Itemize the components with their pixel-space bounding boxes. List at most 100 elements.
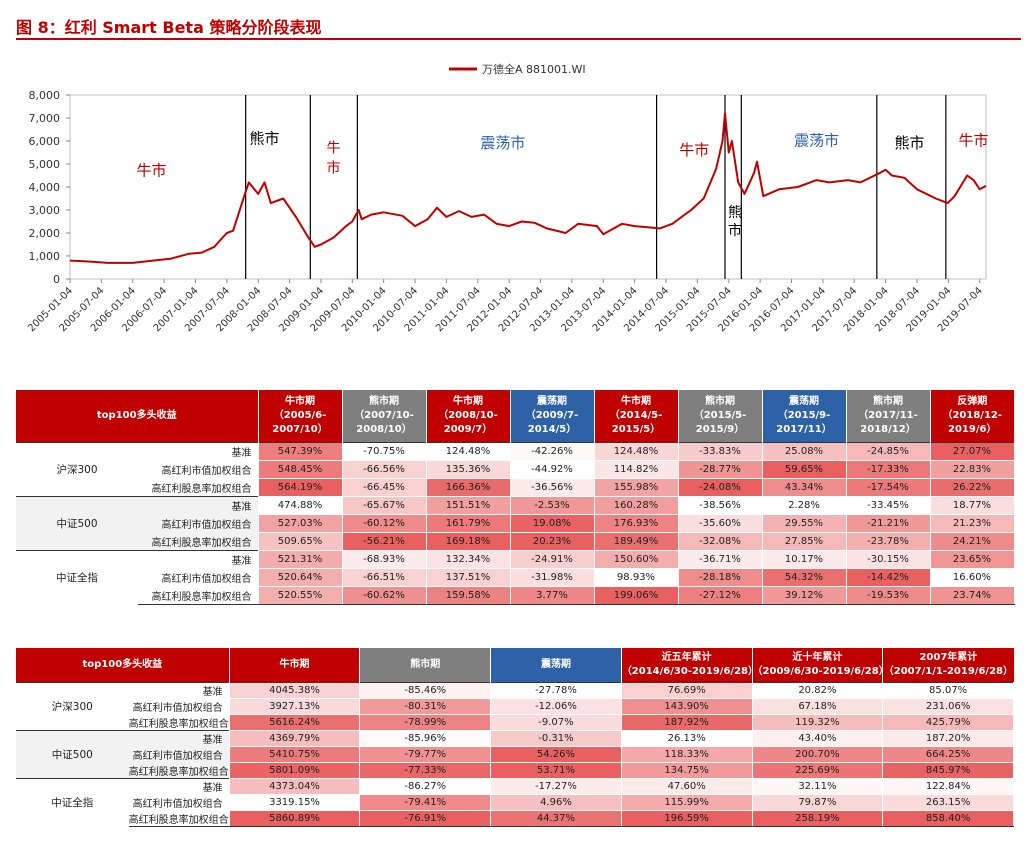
column-header-line: 熊市期	[369, 396, 399, 407]
return-cell: -60.12%	[341, 514, 427, 533]
table-row: 沪深300 基准 4045.38% -85.46% -27.78% 76.69% 20.82…	[16, 682, 1014, 731]
index-group-label: 中证全指	[16, 550, 138, 605]
return-cell: 39.12%	[761, 586, 847, 605]
return-cell: 26.22%	[929, 478, 1015, 497]
return-cell: -0.31%	[490, 730, 622, 747]
return-cell: 23.65%	[929, 550, 1015, 569]
column-header-line: 近十年累计	[792, 652, 843, 663]
regime-annotation: 震荡市	[794, 132, 839, 150]
y-tick-label: 2,000	[29, 227, 61, 240]
column-header-line: 近五年累计	[661, 652, 712, 663]
return-cell: 4369.79%	[228, 730, 361, 747]
return-cell: 32.11%	[751, 778, 884, 795]
return-cell: 19.08%	[509, 514, 595, 533]
portfolio-label: 高红利股息率加权组合	[138, 586, 258, 605]
regime-annotation: 市	[327, 160, 341, 177]
return-cell: -33.83%	[677, 442, 763, 461]
return-cell: 425.79%	[882, 714, 1014, 731]
return-cell: 132.34%	[425, 550, 511, 569]
column-header-line: 震荡期	[789, 396, 819, 407]
index-group-label: 沪深300	[16, 682, 129, 731]
return-cell: 196.59%	[620, 810, 753, 827]
return-cell: 5410.75%	[228, 746, 361, 763]
return-cell: 67.18%	[751, 698, 884, 715]
return-cell: -76.91%	[359, 810, 492, 827]
return-cell: 47.60%	[620, 778, 753, 795]
return-cell: 845.97%	[882, 762, 1014, 779]
index-group-label: 中证全指	[16, 778, 129, 827]
y-tick-label: 6,000	[29, 135, 61, 148]
regime-annotation: 牛市	[679, 141, 709, 159]
return-cell: 114.82%	[593, 460, 679, 479]
return-cell: 520.55%	[257, 586, 343, 605]
column-header: 震荡期	[490, 648, 622, 683]
return-cell: 25.08%	[761, 442, 847, 461]
return-cell: 124.48%	[425, 442, 511, 461]
portfolio-label: 高红利市值加权组合	[138, 460, 258, 479]
portfolio-label: 基准	[128, 778, 230, 795]
return-cell: -36.56%	[509, 478, 595, 497]
return-cell: 187.92%	[620, 714, 753, 731]
return-cell: 4373.04%	[228, 778, 361, 795]
return-cell: 59.65%	[761, 460, 847, 479]
return-cell: -21.21%	[845, 514, 931, 533]
portfolio-label: 高红利市值加权组合	[128, 794, 230, 811]
return-cell: 2.28%	[761, 496, 847, 515]
table-row: 高红利市值加权组合 548.45% -66.56% 135.36% -44.92% 114…	[16, 460, 1015, 479]
return-cell: -66.45%	[341, 478, 427, 497]
return-cell: -32.08%	[677, 532, 763, 551]
portfolio-label: 基准	[138, 550, 258, 569]
column-header-line: 反弹期	[957, 396, 988, 407]
index-group-label: 中证500	[16, 730, 129, 779]
column-header: 熊市期 （2017/11- 2018/12）	[845, 390, 930, 443]
return-cell: -66.51%	[341, 568, 427, 587]
regime-annotation: 牛	[327, 141, 341, 157]
return-cell: 527.03%	[257, 514, 343, 533]
return-cell: 122.84%	[882, 778, 1014, 795]
column-header-line: （2015/9-	[777, 410, 831, 421]
index-group-label: 中证500	[16, 496, 138, 551]
column-header-line: 2015/5）	[611, 424, 661, 435]
y-tick-label: 7,000	[29, 112, 61, 125]
return-cell: 3.77%	[509, 586, 595, 605]
table-corner-label: top100多头收益	[16, 390, 258, 443]
return-cell: -28.77%	[677, 460, 763, 479]
return-cell: 124.48%	[593, 442, 679, 461]
return-cell: 3927.13%	[228, 698, 361, 715]
table-row: 高红利市值加权组合 3927.13% -80.31% -12.06% 143.90% 67…	[16, 698, 1014, 715]
portfolio-label: 高红利股息率加权组合	[128, 714, 230, 731]
title-rule	[16, 38, 1021, 40]
column-header-line: （2007/1/1-2019/6/28）	[883, 666, 1013, 677]
return-cell: -17.27%	[490, 778, 622, 795]
return-cell: -85.96%	[359, 730, 492, 747]
return-cell: 151.51%	[425, 496, 511, 515]
return-cell: -70.75%	[341, 442, 427, 461]
return-cell: 187.20%	[882, 730, 1014, 747]
column-header-line: 熊市期	[873, 396, 903, 407]
return-cell: 76.69%	[620, 682, 753, 699]
regime-annotation: 牛市	[137, 162, 167, 180]
column-header: 牛市期 （2005/6- 2007/10）	[257, 390, 342, 443]
return-cell: 18.77%	[929, 496, 1015, 515]
column-header: 近五年累计 （2014/6/30-2019/6/28）	[620, 648, 753, 683]
column-header-line: （2007/10-	[354, 410, 414, 421]
regime-annotation: 熊市	[249, 129, 279, 147]
return-cell: 54.32%	[761, 568, 847, 587]
return-cell: 27.85%	[761, 532, 847, 551]
column-header-line: 震荡期	[540, 659, 571, 670]
return-cell: -9.07%	[490, 714, 622, 731]
plot-frame	[69, 94, 987, 280]
table-row: 中证500 基准 474.88% -65.67% 151.51% -2.53% 160.28…	[16, 496, 1015, 551]
column-header: 牛市期 （2008/10- 2009/7）	[425, 390, 510, 443]
return-cell: -65.67%	[341, 496, 427, 515]
table-row: 高红利市值加权组合 520.64% -66.51% 137.51% -31.98% 98.…	[16, 568, 1015, 587]
return-cell: 169.18%	[425, 532, 511, 551]
return-cell: -24.91%	[509, 550, 595, 569]
return-cell: -12.06%	[490, 698, 622, 715]
return-cell: -79.77%	[359, 746, 492, 763]
column-header: 震荡期 （2015/9- 2017/11）	[761, 390, 846, 443]
portfolio-label: 高红利市值加权组合	[138, 514, 258, 533]
return-cell: 176.93%	[593, 514, 679, 533]
y-tick-label: 0	[53, 273, 60, 286]
portfolio-label: 高红利市值加权组合	[128, 746, 230, 763]
